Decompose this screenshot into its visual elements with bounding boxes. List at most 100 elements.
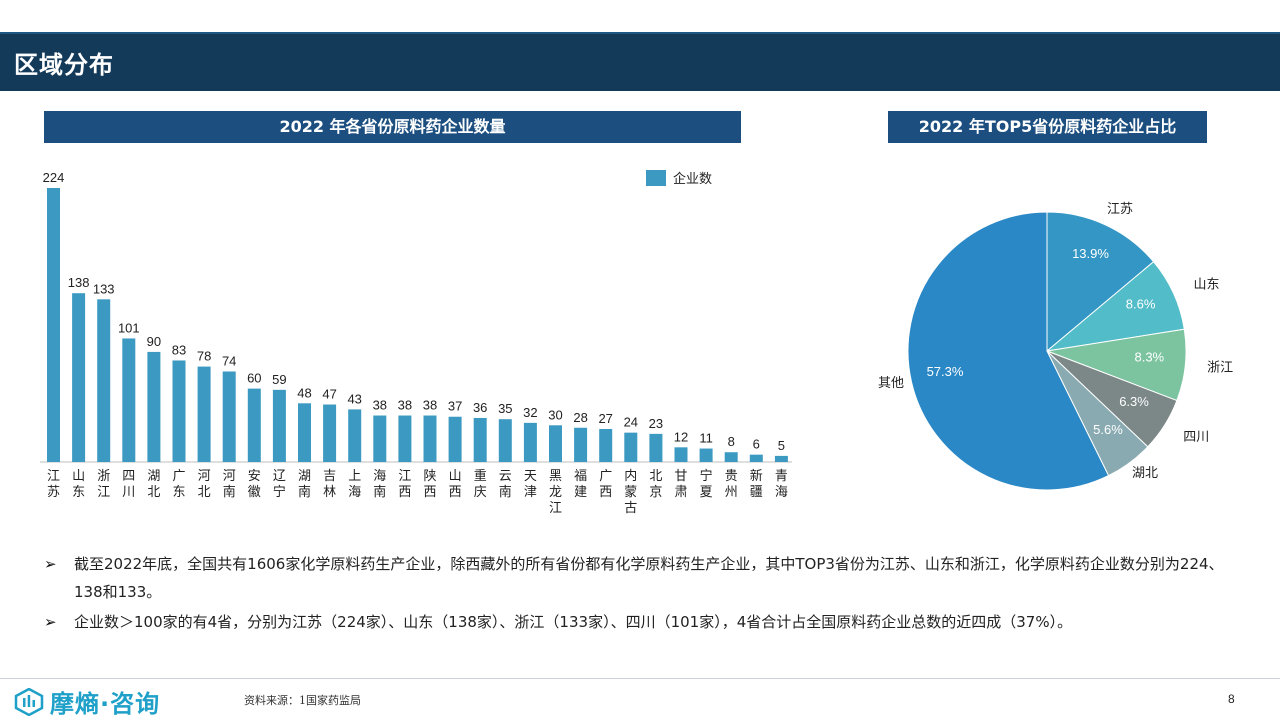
bar [147,351,161,462]
category-label: 西 [423,485,436,500]
bar [172,360,186,462]
bar-value-label: 138 [68,275,90,290]
category-label: 夏 [700,485,713,500]
bar-value-label: 35 [498,401,512,416]
pie-percent-label: 8.6% [1126,296,1156,311]
category-label: 海 [373,469,386,484]
category-label: 辽 [273,469,286,484]
bar [624,432,638,462]
bar-value-label: 8 [728,434,735,449]
bar [724,452,738,462]
pie-category-label: 山东 [1194,277,1220,292]
bar [774,455,788,462]
bar-value-label: 38 [373,398,387,413]
bullet-item: ➢ 企业数＞100家的有4省，分别为江苏（224家）、山东（138家）、浙江（1… [44,608,1244,636]
bar-value-label: 78 [197,349,211,364]
bar-value-label: 133 [93,281,115,296]
category-label: 徽 [248,485,261,500]
bar [272,389,286,462]
bar-value-label: 27 [598,411,612,426]
bar [749,454,763,462]
header-accent-line [0,32,1280,34]
category-label: 宁 [273,484,286,500]
category-label: 京 [649,485,662,500]
bar [574,427,588,462]
bar [423,415,437,462]
bar-value-label: 12 [674,429,688,444]
category-label: 津 [524,485,537,500]
category-label: 广 [599,469,612,484]
category-label: 江 [549,501,562,516]
bar-value-label: 74 [222,353,236,368]
category-label: 肃 [674,485,687,500]
bar-value-label: 5 [778,438,785,453]
category-label: 苏 [47,484,60,500]
bar [523,422,537,462]
category-label: 福 [574,469,587,484]
category-label: 北 [147,485,160,500]
category-label: 新 [750,468,763,484]
pie-percent-label: 6.3% [1119,394,1149,409]
category-label: 东 [72,485,85,500]
category-label: 西 [449,485,462,500]
bar [47,188,60,462]
pie-category-label: 其他 [878,376,904,391]
bar-value-label: 23 [649,416,663,431]
category-label: 河 [198,469,211,484]
bullet-text: 企业数＞100家的有4省，分别为江苏（224家）、山东（138家）、浙江（133… [74,613,1073,631]
pie-category-label: 湖北 [1132,466,1158,481]
company-logo: 摩熵·咨询 [14,684,160,719]
category-label: 山 [449,469,462,484]
category-label: 东 [172,485,185,500]
bar-value-label: 24 [624,415,638,430]
category-label: 川 [122,485,135,500]
category-label: 山 [72,469,85,484]
category-label: 南 [298,484,311,500]
pie-category-label: 江苏 [1107,201,1133,217]
category-label: 河 [223,469,236,484]
category-label: 甘 [674,469,687,484]
legend-label: 企业数 [673,171,712,187]
pie-slice [1046,211,1155,353]
bar-value-label: 101 [118,320,140,335]
category-label: 浙 [97,469,110,484]
bar-value-label: 224 [43,170,65,185]
category-label: 州 [725,485,738,500]
category-label: 南 [223,484,236,500]
category-label: 上 [348,469,361,484]
category-label: 江 [47,469,60,484]
category-label: 南 [373,484,386,500]
pie-chart-title: 2022 年TOP5省份原料药企业占比 [888,111,1207,143]
bar [649,433,663,462]
bar-value-label: 38 [398,398,412,413]
bar [247,388,261,462]
bar [122,338,136,462]
bar [498,419,512,462]
footer-divider [0,678,1280,679]
province-bar-chart: 224江苏138山东133浙江101四川90湖北83广东78河北74河南60安徽… [40,170,792,516]
category-label: 黑 [549,469,562,484]
bar-value-label: 90 [147,334,161,349]
bullet-text: 截至2022年底，全国共有1606家化学原料药生产企业，除西藏外的所有省份都有化… [74,555,1224,601]
category-label: 天 [524,469,537,484]
pie-percent-label: 5.6% [1093,422,1123,437]
bar [674,447,688,462]
bar-value-label: 60 [247,371,261,386]
pie-slice [907,211,1110,491]
bar [473,417,487,462]
bar-value-label: 38 [423,398,437,413]
category-label: 广 [172,469,185,484]
bar-value-label: 11 [699,431,713,446]
category-label: 海 [348,485,361,500]
bar-chart-title: 2022 年各省份原料药企业数量 [44,111,741,143]
arrow-bullet-icon: ➢ [44,555,57,573]
top5-pie-chart: 13.9% 江苏 8.6% 山东 8.3% 浙江 6.3% 四川 5.6% 湖北 57.3% 其他 [878,201,1233,491]
category-label: 南 [499,484,512,500]
bar [549,425,562,462]
bar [699,448,713,462]
bar-value-label: 59 [272,372,286,387]
bar-value-label: 47 [322,387,336,402]
category-label: 江 [398,469,411,484]
category-label: 庆 [474,485,487,500]
bar [197,366,211,462]
